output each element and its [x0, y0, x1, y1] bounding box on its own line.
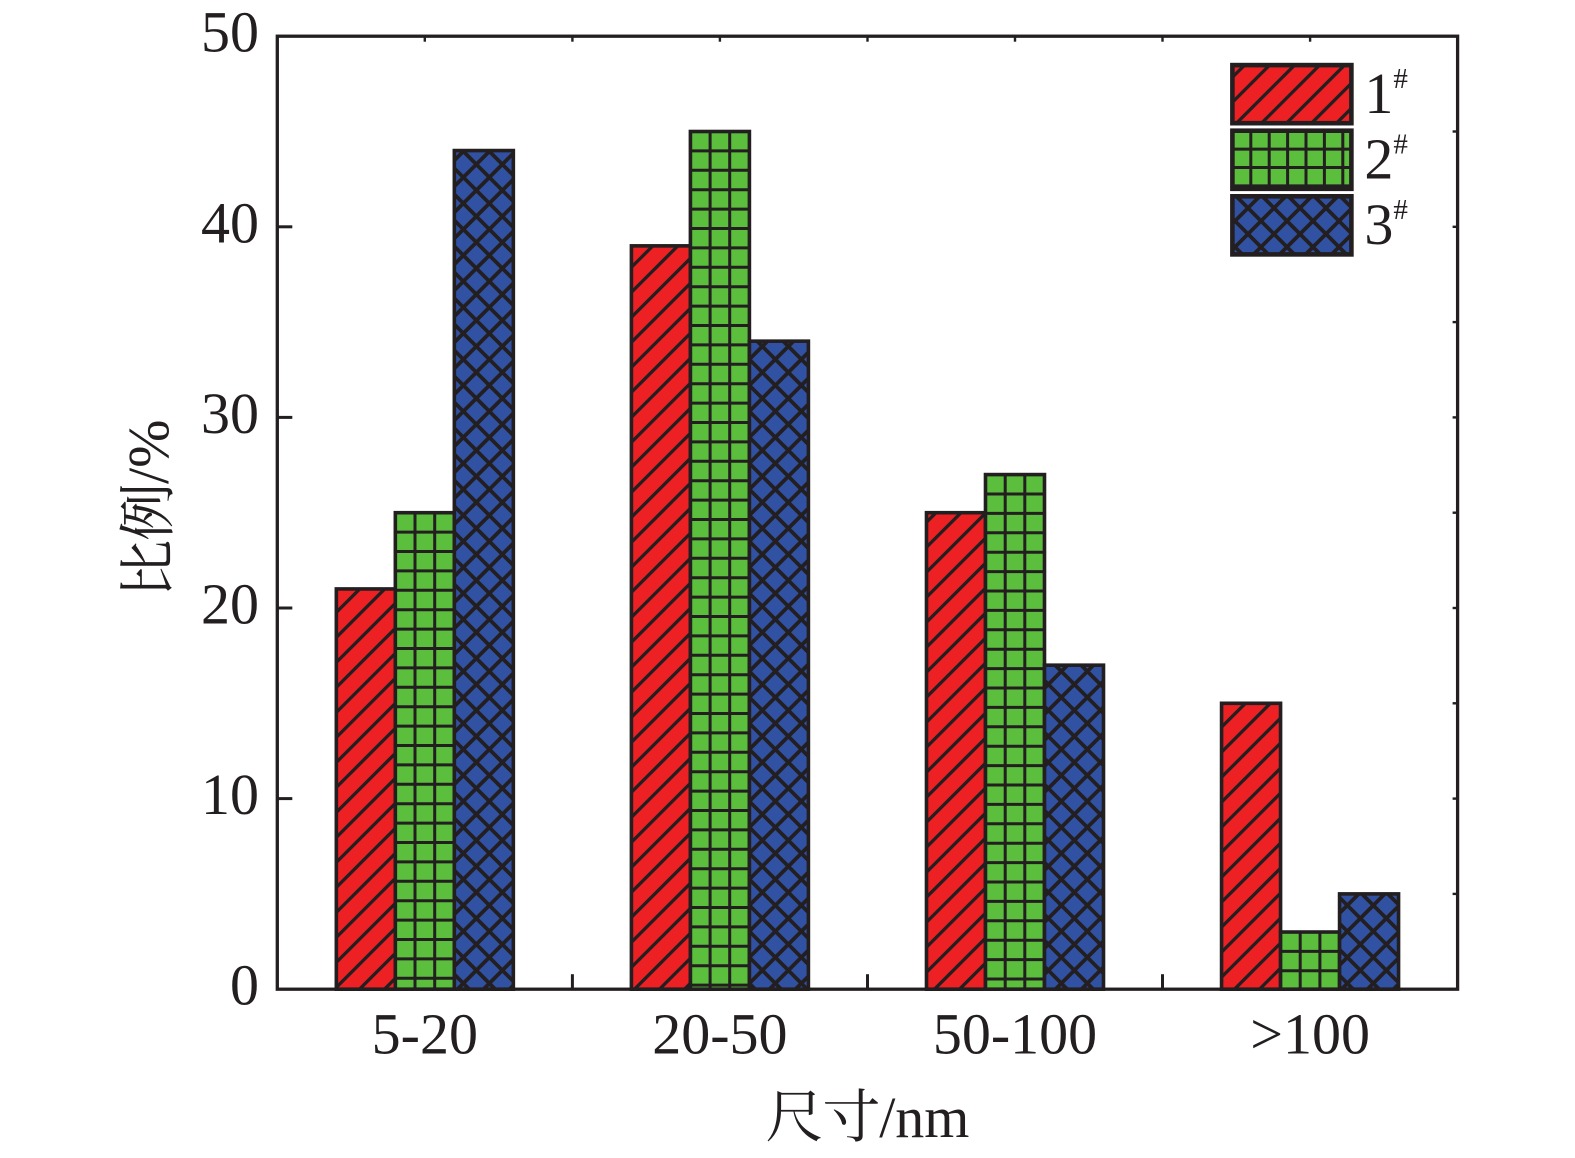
svg-text:10: 10: [201, 762, 259, 827]
svg-text:/nm: /nm: [879, 1085, 969, 1150]
svg-text:/%: /%: [116, 420, 181, 484]
svg-text:>100: >100: [1250, 1002, 1370, 1067]
svg-text:50-100: 50-100: [933, 1002, 1097, 1067]
svg-text:0: 0: [230, 953, 259, 1018]
svg-text:40: 40: [201, 190, 259, 255]
svg-text:20: 20: [201, 572, 259, 637]
svg-text:50: 50: [201, 0, 259, 65]
svg-text:30: 30: [201, 381, 259, 446]
svg-text:5-20: 5-20: [372, 1002, 478, 1067]
svg-text:20-50: 20-50: [652, 1002, 787, 1067]
